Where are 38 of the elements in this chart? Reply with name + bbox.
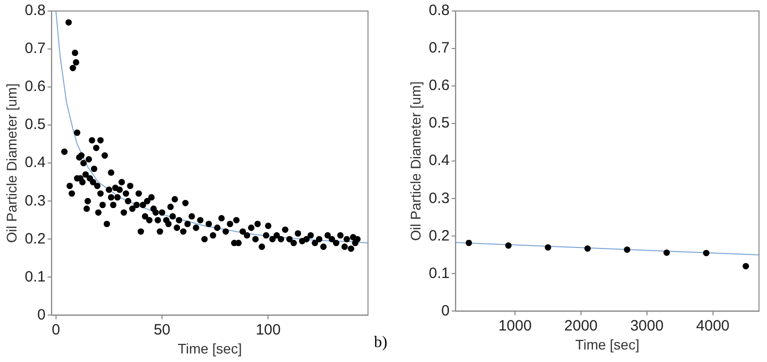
- y-tick-label: 0.2: [24, 230, 46, 248]
- y-tick-label: 0.1: [24, 268, 46, 286]
- point: [703, 250, 710, 256]
- y-tick-label: 0.6: [24, 78, 46, 96]
- x-axis-title: Time [sec]: [178, 340, 242, 356]
- y-tick-label: 0.1: [428, 264, 450, 282]
- y-tick-label: 0: [441, 302, 450, 320]
- y-axis-title: Oil Particle Diameter [um]: [3, 83, 20, 243]
- x-tick-label: 4000: [696, 317, 730, 334]
- y-tick-label: 0.5: [24, 116, 46, 134]
- y-tick-label: 0.8: [428, 2, 450, 20]
- text: b): [374, 334, 388, 352]
- y-tick-label: 0.3: [428, 190, 450, 207]
- x-tick-label: 2000: [564, 317, 598, 334]
- point: [624, 246, 630, 253]
- y-tick-label: 0.5: [428, 114, 450, 132]
- x-tick-label: 50: [154, 321, 170, 338]
- x-axis-title: Time [sec]: [575, 336, 640, 352]
- y-tick-label: 0.4: [428, 152, 450, 170]
- y-tick-label: 0.7: [428, 40, 450, 57]
- x-tick-label: 0: [52, 321, 60, 338]
- x-tick-label: 1000: [498, 317, 532, 334]
- point: [505, 242, 512, 249]
- y-tick-label: 0.7: [24, 40, 46, 58]
- point: [584, 245, 591, 252]
- y-tick-label: 0.6: [428, 77, 450, 94]
- y-tick-label: 0: [37, 306, 46, 324]
- y-axis-title: Oil Particle Diameter [um]: [407, 81, 424, 241]
- y-tick-label: 0.8: [24, 2, 46, 20]
- point: [466, 240, 472, 246]
- x-tick-label: 3000: [630, 317, 664, 334]
- point: [663, 249, 670, 256]
- point: [544, 244, 552, 251]
- point: [742, 262, 750, 270]
- y-tick-label: 0.3: [24, 192, 46, 210]
- y-tick-label: 0.2: [428, 227, 450, 244]
- y-tick-label: 0.4: [24, 154, 46, 172]
- x-tick-label: 100: [256, 321, 281, 338]
